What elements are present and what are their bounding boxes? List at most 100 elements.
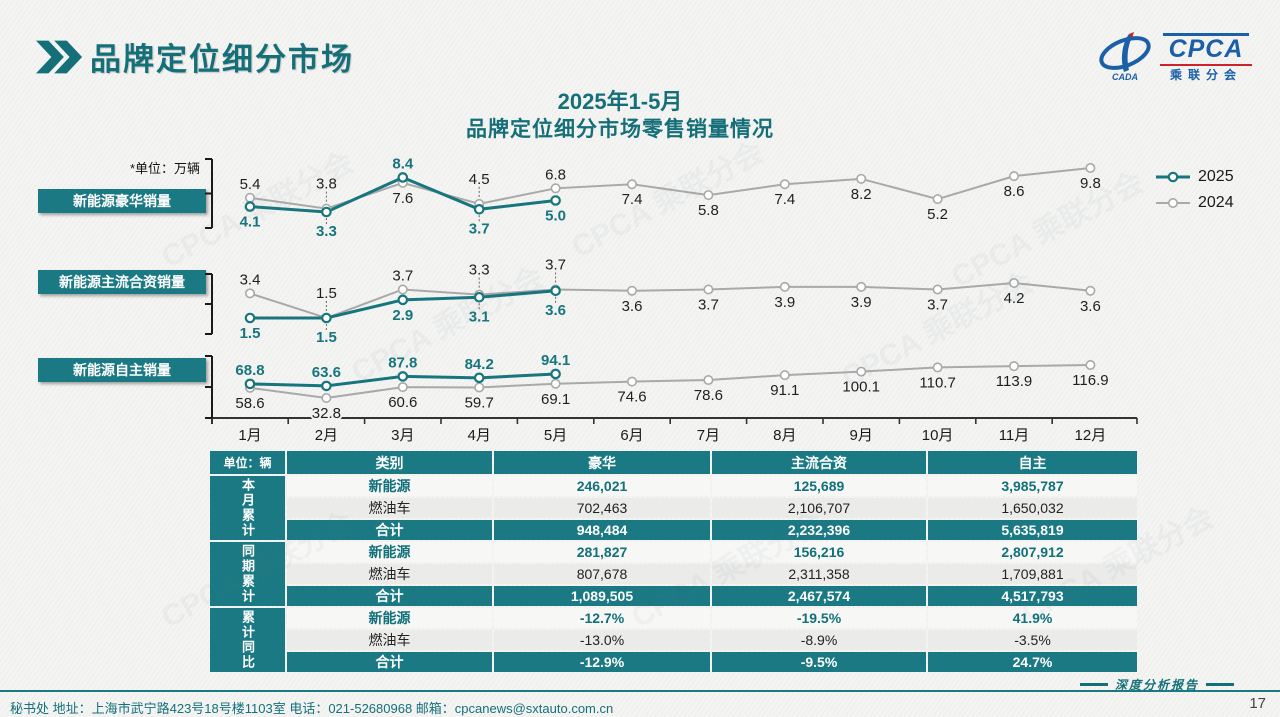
table-value-cell: 4,517,793 — [928, 586, 1137, 606]
data-point-2025 — [473, 372, 485, 384]
footer-contact: 秘书处 地址：上海市武宁路423号18号楼1103室 电话：021-526809… — [10, 701, 614, 716]
value-label-2025: 87.8 — [388, 354, 417, 371]
value-label-2025: 4.1 — [240, 214, 261, 231]
x-tick-label: 9月 — [850, 427, 873, 444]
data-point-2025 — [397, 294, 409, 306]
data-point-2024 — [932, 194, 943, 205]
badge-nev-domestic: 新能源自主销量 — [38, 358, 206, 382]
chart-title: 2025年1-5月 品牌定位细分市场零售销量情况 — [300, 88, 940, 144]
table-value-cell: 807,678 — [494, 564, 710, 584]
table-value-cell: -8.9% — [712, 630, 926, 650]
value-label-2024: 78.6 — [694, 387, 723, 404]
table-category-cell: 燃油车 — [287, 630, 492, 650]
table-value-cell: 246,021 — [494, 476, 710, 496]
value-label-2024: 5.4 — [240, 176, 261, 193]
cpca-emblem-icon: CADA — [1099, 32, 1151, 82]
value-label-2024: 3.9 — [851, 294, 872, 311]
value-label-2024: 91.1 — [770, 382, 799, 399]
table-value-cell: -3.5% — [928, 630, 1137, 650]
legend-label-2024: 2024 — [1198, 194, 1234, 211]
value-label-2024: 60.6 — [388, 394, 417, 411]
x-tick-label: 10月 — [922, 427, 954, 444]
value-label-2024: 59.7 — [465, 394, 494, 411]
x-tick-label: 1月 — [238, 427, 261, 444]
table-value-cell: 2,106,707 — [712, 498, 926, 518]
data-point-2024 — [1008, 171, 1019, 182]
value-label-2024: 7.4 — [622, 191, 643, 208]
value-label-2024: 8.2 — [851, 186, 872, 203]
table-value-cell: 1,089,505 — [494, 586, 710, 606]
table-value-cell: 948,484 — [494, 520, 710, 540]
value-label-2024: 3.7 — [698, 296, 719, 313]
table-value-cell: -9.5% — [712, 652, 926, 672]
table-group-label: 同期累计 — [210, 542, 285, 606]
data-point-2024 — [932, 362, 943, 373]
data-point-2024 — [856, 281, 867, 292]
table-value-cell: 2,467,574 — [712, 586, 926, 606]
table-value-cell: 2,311,358 — [712, 564, 926, 584]
data-point-2025 — [397, 172, 409, 183]
data-point-2025 — [473, 291, 485, 303]
data-point-2025 — [550, 368, 561, 380]
data-point-2025 — [473, 203, 485, 215]
page-number: 17 — [1249, 695, 1266, 712]
data-point-2024 — [703, 284, 714, 295]
value-label-2024: 3.6 — [622, 298, 643, 315]
value-label-2024: 58.6 — [235, 395, 264, 412]
value-label-2025: 3.1 — [469, 308, 490, 325]
value-label-2025: 3.3 — [316, 223, 337, 240]
data-point-2025 — [550, 285, 561, 297]
legend-swatch-2025 — [1156, 171, 1190, 183]
value-label-2024: 4.2 — [1004, 290, 1025, 307]
value-label-2024: 3.3 — [469, 262, 490, 279]
data-point-2025 — [321, 206, 332, 218]
table-category-cell: 新能源 — [287, 542, 492, 562]
page-title: 品牌定位细分市场 — [90, 42, 354, 77]
data-point-2024 — [779, 179, 790, 190]
table-column-header: 主流合资 — [712, 451, 926, 474]
line-charts: 1月 2月 3月 4月 5月 6月 7月 8月 9月 10月 11月 12月 5.4 3.8 7.6 4.5 6… — [205, 153, 1138, 444]
data-point-2025 — [244, 201, 256, 212]
report-label-dash — [1079, 683, 1108, 686]
data-point-2024 — [626, 179, 637, 190]
table-value-cell: 1,709,881 — [928, 564, 1137, 584]
cpca-name: CPCA — [1162, 33, 1250, 62]
data-point-2024 — [856, 173, 867, 184]
cada-text: CADA — [1112, 72, 1138, 82]
value-label-2024: 3.8 — [316, 176, 337, 193]
table-value-cell: 3,985,787 — [928, 476, 1137, 496]
table-value-cell: 281,827 — [494, 542, 710, 562]
value-label-2024: 32.8 — [312, 405, 341, 422]
data-point-2025 — [550, 195, 561, 206]
data-point-2024 — [1008, 361, 1019, 372]
value-label-2024: 3.7 — [927, 296, 948, 313]
data-point-2025 — [244, 312, 256, 324]
series-line-2024 — [249, 281, 1091, 320]
report-label-dash — [1206, 683, 1234, 686]
series-line-2024 — [249, 364, 1091, 400]
report-label: 深度分析报告 — [1079, 676, 1234, 693]
value-label-2025: 3.6 — [545, 302, 566, 319]
x-tick-label: 5月 — [544, 427, 567, 444]
legend-item-2024: 2024 — [1155, 190, 1234, 216]
table-category-cell: 新能源 — [287, 608, 492, 628]
chevron-icon — [36, 40, 83, 74]
table-value-cell: -13.0% — [494, 630, 710, 650]
cpca-subtitle: 乘联分会 — [1169, 68, 1242, 82]
data-point-2024 — [1008, 278, 1019, 289]
value-label-2024: 8.6 — [1004, 183, 1025, 200]
value-label-2024: 3.7 — [545, 256, 566, 273]
value-label-2024: 74.6 — [617, 389, 646, 406]
value-label-2024: 7.6 — [392, 190, 413, 207]
x-tick-label: 11月 — [999, 427, 1030, 444]
value-label-2024: 3.7 — [392, 267, 413, 284]
table-value-cell: 1,650,032 — [928, 498, 1137, 518]
table-category-cell: 燃油车 — [287, 498, 492, 518]
value-label-2024: 1.5 — [316, 285, 337, 302]
data-point-2024 — [932, 284, 943, 295]
data-point-2024 — [1085, 163, 1096, 173]
x-tick-label: 4月 — [468, 427, 491, 444]
cpca-wordmark: CPCA 乘联分会 — [1160, 33, 1252, 81]
data-point-2025 — [321, 312, 332, 324]
